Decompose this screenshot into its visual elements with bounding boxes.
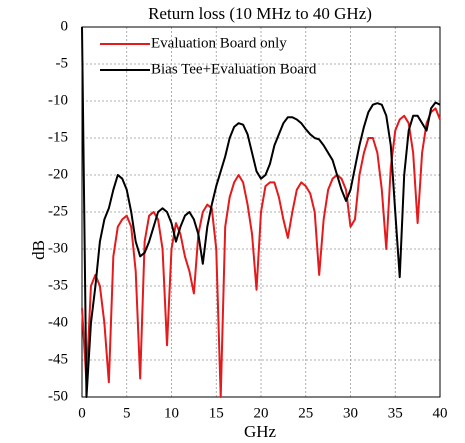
y-tick-label: -35 xyxy=(48,277,68,293)
x-tick-label: 20 xyxy=(254,405,269,421)
y-axis-label: dB xyxy=(29,240,48,260)
legend-label: Bias Tee+Evaluation Board xyxy=(151,61,317,77)
y-tick-label: -50 xyxy=(48,388,68,404)
line-series xyxy=(81,26,441,398)
y-tick-label: -25 xyxy=(48,203,68,219)
line-series xyxy=(81,107,441,398)
plot-frame xyxy=(81,26,441,398)
y-tick-label: -40 xyxy=(48,314,68,330)
x-tick-label: 40 xyxy=(433,405,448,421)
x-tick-label: 25 xyxy=(298,405,313,421)
x-axis-label: GHz xyxy=(244,422,277,441)
y-tick-label: -5 xyxy=(56,55,69,71)
x-tick-label: 35 xyxy=(388,405,403,421)
x-tick-label: 5 xyxy=(123,405,131,421)
x-tick-label: 0 xyxy=(78,405,86,421)
y-tick-label: -15 xyxy=(48,129,68,145)
legend-label: Evaluation Board only xyxy=(151,35,287,51)
y-tick-label: -20 xyxy=(48,166,68,182)
x-tick-label: 30 xyxy=(343,405,358,421)
y-tick-label: -10 xyxy=(48,92,68,108)
chart-title: Return loss (10 MHz to 40 GHz) xyxy=(148,4,372,23)
y-tick-label: -45 xyxy=(48,351,68,367)
x-tick-label: 10 xyxy=(164,405,179,421)
y-tick-label: 0 xyxy=(61,18,69,34)
y-tick-label: -30 xyxy=(48,240,68,256)
x-tick-label: 15 xyxy=(209,405,224,421)
